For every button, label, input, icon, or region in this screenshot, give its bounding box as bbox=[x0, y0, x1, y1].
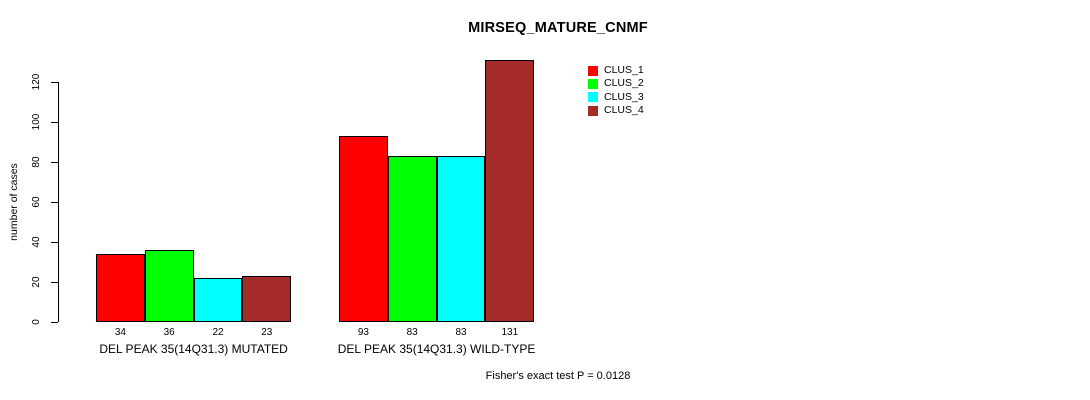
legend-row: CLUS_3 bbox=[588, 91, 644, 104]
y-axis-line bbox=[58, 82, 59, 322]
bar-clus_1-group1 bbox=[96, 254, 145, 322]
legend-label: CLUS_4 bbox=[604, 104, 644, 117]
y-tick-label: 0 bbox=[31, 319, 42, 325]
legend-row: CLUS_4 bbox=[588, 104, 644, 117]
legend-label: CLUS_2 bbox=[604, 77, 644, 90]
bar-clus_3-group1 bbox=[193, 278, 243, 322]
bar-value-label: 131 bbox=[501, 327, 519, 338]
legend-swatch-clus_2 bbox=[588, 78, 598, 89]
bar-clus_4-group2 bbox=[485, 60, 535, 322]
bar-clus_2-group2 bbox=[387, 156, 437, 322]
legend-row: CLUS_2 bbox=[588, 77, 644, 90]
y-axis-tick bbox=[51, 122, 58, 123]
x-category-label: DEL PEAK 35(14Q31.3) WILD-TYPE bbox=[337, 342, 536, 356]
legend-row: CLUS_1 bbox=[588, 64, 644, 77]
y-axis-tick bbox=[51, 82, 58, 83]
legend-swatch-clus_1 bbox=[588, 65, 598, 76]
y-axis-tick bbox=[51, 242, 58, 243]
legend-swatch-clus_4 bbox=[588, 105, 598, 116]
bar-value-label: 93 bbox=[357, 327, 369, 338]
y-tick-label: 20 bbox=[31, 276, 42, 288]
legend: CLUS_1 CLUS_2 CLUS_3 CLUS_4 bbox=[588, 64, 644, 117]
y-tick-label: 80 bbox=[31, 156, 42, 168]
chart-title: MIRSEQ_MATURE_CNMF bbox=[468, 20, 648, 36]
bar-clus_4-group1 bbox=[242, 276, 292, 322]
y-tick-label: 40 bbox=[31, 236, 42, 248]
bar-value-label: 23 bbox=[261, 327, 273, 338]
legend-label: CLUS_1 bbox=[604, 64, 644, 77]
bar-value-label: 36 bbox=[163, 327, 175, 338]
bar-value-label: 83 bbox=[455, 327, 467, 338]
bar-value-label: 34 bbox=[114, 327, 126, 338]
x-category-label: DEL PEAK 35(14Q31.3) MUTATED bbox=[99, 342, 288, 356]
y-axis-title: number of cases bbox=[8, 163, 20, 241]
y-axis-tick bbox=[51, 202, 58, 203]
y-axis-tick bbox=[51, 162, 58, 163]
y-axis-tick bbox=[51, 322, 58, 323]
bar-value-label: 83 bbox=[406, 327, 418, 338]
y-tick-label: 60 bbox=[31, 196, 42, 208]
legend-label: CLUS_3 bbox=[604, 90, 644, 103]
legend-swatch-clus_3 bbox=[588, 92, 598, 103]
bar-value-label: 22 bbox=[212, 327, 224, 338]
footer-annotation: Fisher's exact test P = 0.0128 bbox=[485, 370, 631, 382]
bar-clus_2-group1 bbox=[144, 250, 194, 322]
y-axis-tick bbox=[51, 282, 58, 283]
bar-clus_3-group2 bbox=[436, 156, 486, 322]
y-tick-label: 120 bbox=[31, 73, 42, 91]
y-tick-label: 100 bbox=[31, 113, 42, 131]
bar-clus_1-group2 bbox=[339, 136, 388, 322]
